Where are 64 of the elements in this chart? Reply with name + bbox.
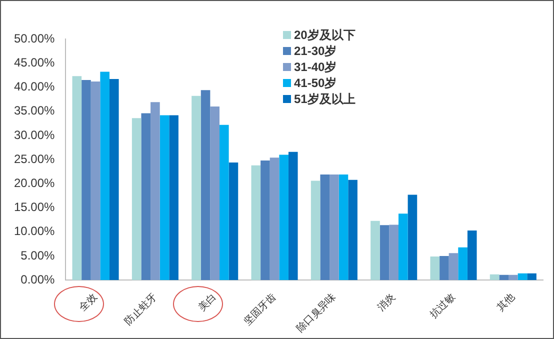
- bar: [200, 90, 210, 280]
- bar: [330, 174, 339, 280]
- bar: [270, 158, 280, 280]
- y-tick-label: 10.00%: [14, 224, 56, 238]
- x-tick-label: 坚固牙齿: [242, 290, 278, 328]
- bar: [408, 194, 418, 280]
- bar: [90, 81, 100, 280]
- bar: [279, 154, 288, 280]
- bar: [389, 224, 398, 280]
- bar: [288, 152, 298, 280]
- bar: [458, 247, 468, 280]
- y-tick-label: 30.00%: [14, 128, 56, 142]
- bar: [132, 118, 142, 280]
- y-tick-label: 5.00%: [20, 248, 56, 262]
- legend-label: 41-50岁: [293, 75, 338, 91]
- bar: [100, 72, 110, 280]
- bar: [160, 115, 170, 280]
- bar: [251, 165, 261, 280]
- bar: [490, 274, 500, 280]
- bar: [72, 76, 82, 280]
- x-tick-label: 防止蛀牙: [122, 290, 160, 328]
- bar: [260, 160, 270, 280]
- x-tick-label: 其他: [494, 290, 518, 314]
- y-tick-label: 40.00%: [14, 80, 56, 94]
- y-tick-label: 45.00%: [14, 55, 56, 70]
- bar: [448, 253, 458, 280]
- bar: [518, 273, 528, 280]
- y-tick-label: 35.00%: [14, 104, 56, 118]
- bar: [228, 162, 238, 280]
- x-tick-label: 抗过敏: [428, 290, 458, 321]
- y-tick-label: 25.00%: [14, 152, 56, 166]
- bar: [210, 106, 220, 280]
- bar: [430, 256, 440, 280]
- bar: [370, 220, 380, 280]
- bar: [192, 96, 201, 280]
- bar: [527, 273, 536, 280]
- x-tick-label: 消炎: [375, 290, 398, 314]
- bar: [348, 180, 358, 280]
- x-tick-label: 美白: [196, 290, 219, 314]
- legend-label: 31-40岁: [293, 59, 338, 75]
- x-tick-label: 全效: [76, 290, 100, 314]
- bar: [310, 180, 320, 280]
- bar: [109, 79, 119, 280]
- bar: [467, 230, 477, 280]
- bar: [440, 256, 449, 280]
- bar: [220, 124, 229, 280]
- y-tick-label: 15.00%: [14, 200, 56, 214]
- legend-label: 21-30岁: [293, 43, 338, 59]
- bar: [380, 225, 390, 280]
- x-tick-label: 除口臭异味: [294, 290, 338, 335]
- legend-label: 20岁及以下: [293, 27, 356, 43]
- bar: [82, 80, 91, 280]
- bar: [398, 214, 408, 280]
- y-tick-label: 50.00%: [14, 31, 56, 46]
- legend-label: 51岁及以上: [293, 91, 356, 107]
- bar: [499, 274, 509, 280]
- bar: [508, 274, 518, 280]
- y-tick-label: 0.00%: [20, 272, 56, 286]
- bar: [338, 174, 348, 280]
- y-tick-label: 20.00%: [14, 176, 56, 190]
- bar: [141, 113, 151, 280]
- bar: [169, 115, 178, 280]
- bar: [320, 174, 330, 280]
- bar: [150, 102, 160, 280]
